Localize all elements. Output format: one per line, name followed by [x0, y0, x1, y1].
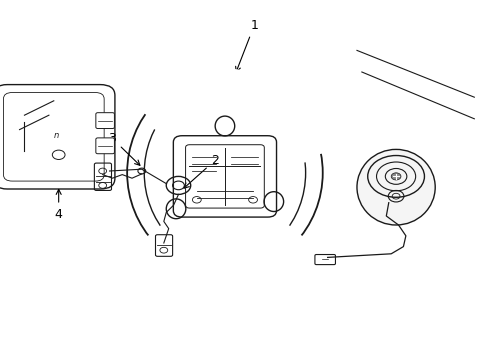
Ellipse shape — [215, 116, 234, 136]
Text: 2: 2 — [183, 154, 219, 188]
Text: n: n — [54, 130, 59, 139]
Ellipse shape — [356, 149, 434, 225]
Ellipse shape — [166, 199, 185, 219]
Ellipse shape — [264, 192, 283, 211]
Text: 1: 1 — [235, 19, 258, 72]
FancyBboxPatch shape — [0, 85, 115, 189]
Text: 4: 4 — [55, 189, 62, 221]
FancyBboxPatch shape — [96, 113, 114, 129]
FancyBboxPatch shape — [96, 138, 114, 154]
Text: 3: 3 — [108, 132, 140, 165]
Circle shape — [390, 173, 400, 180]
